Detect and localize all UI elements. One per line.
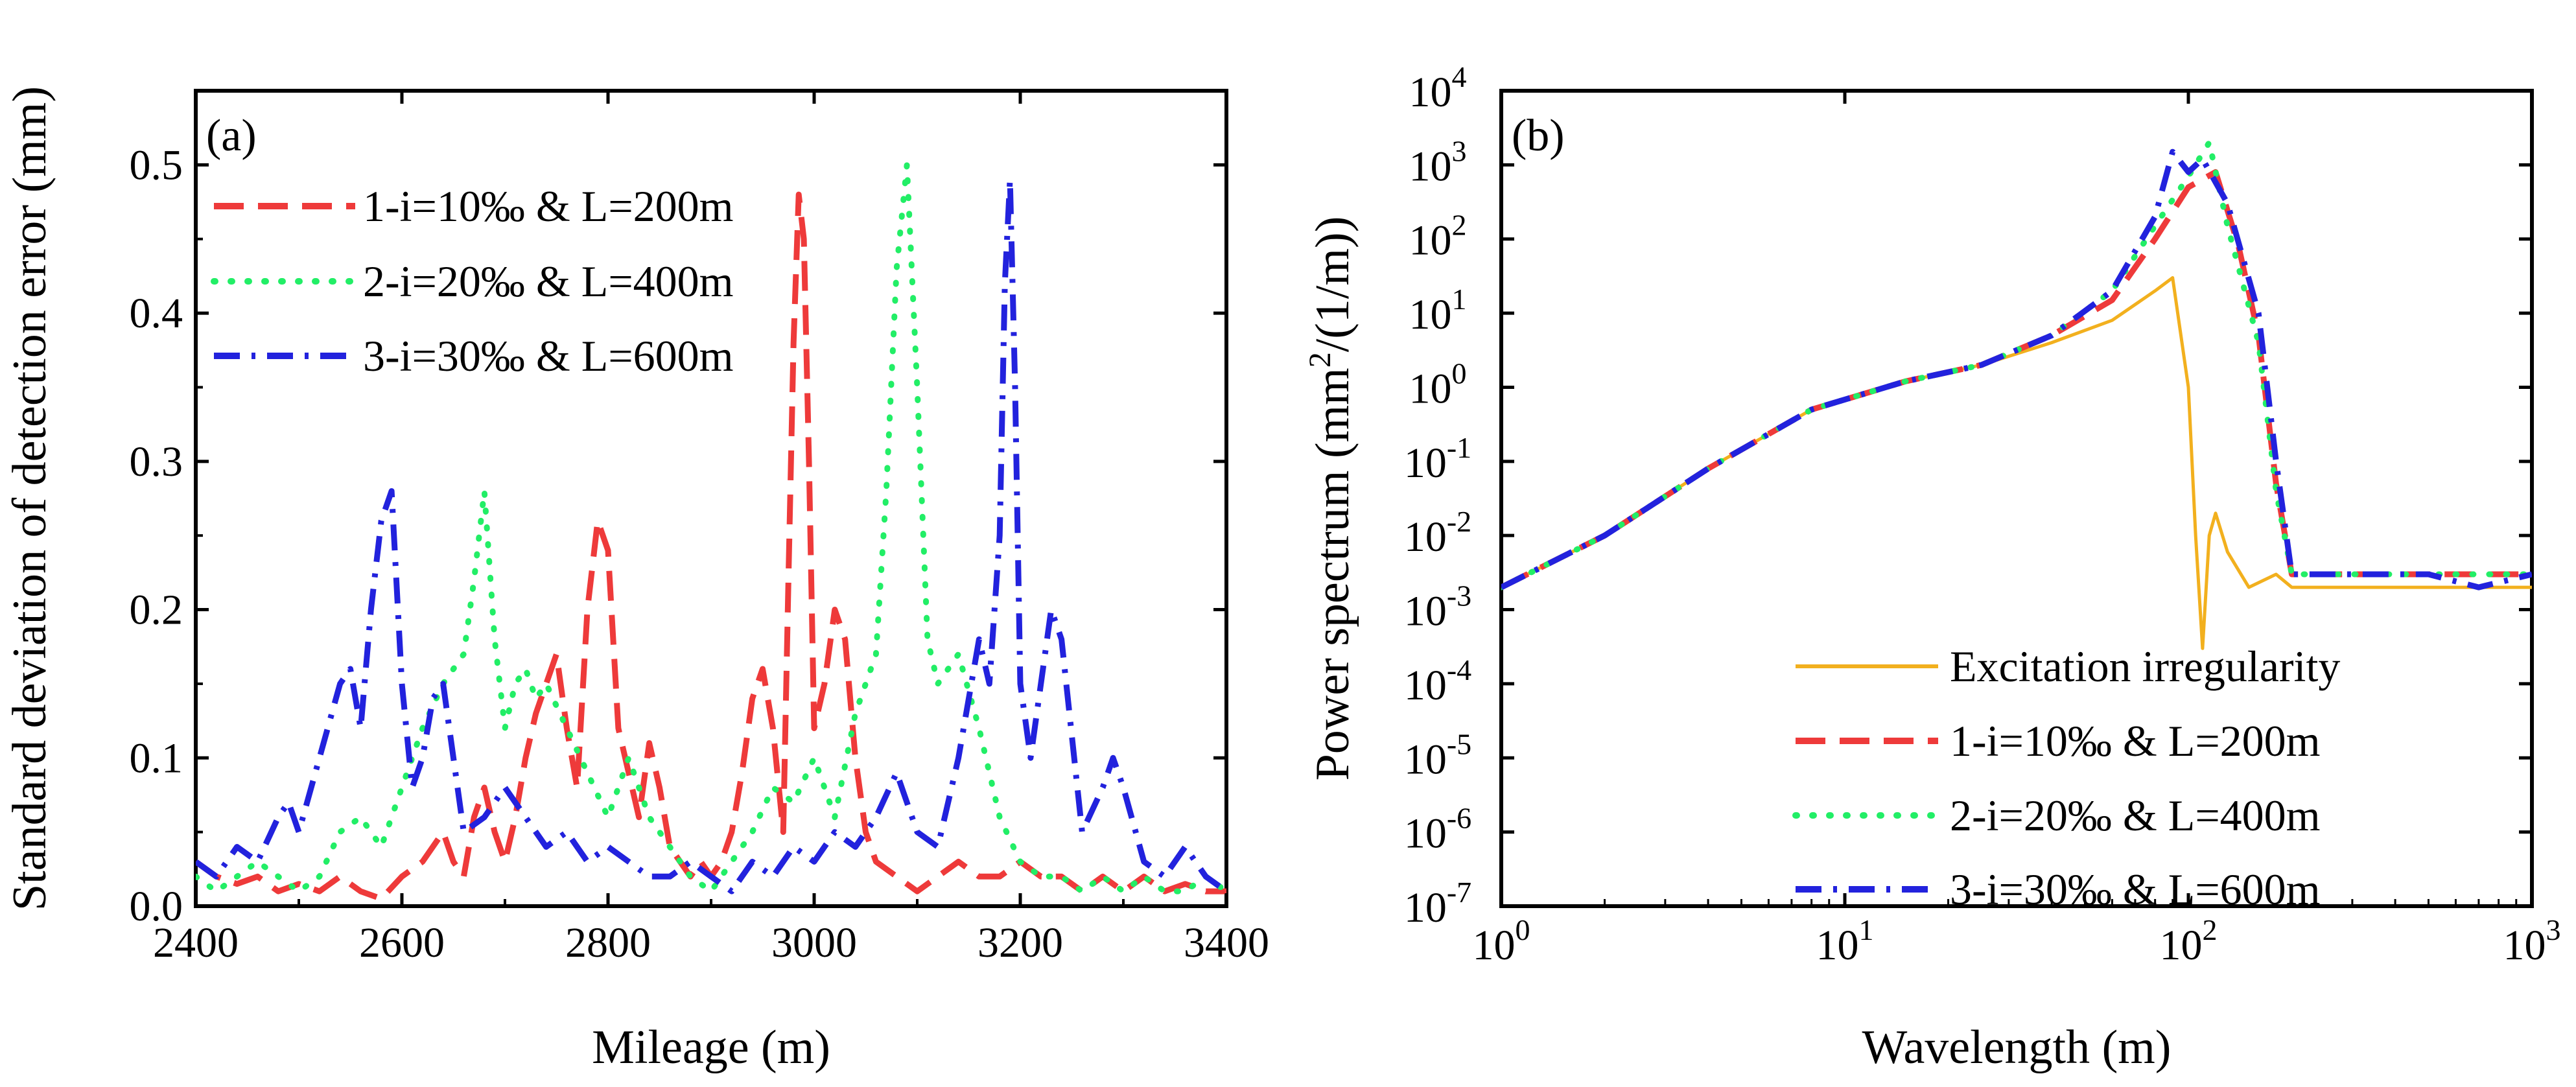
chart-a-series (196, 161, 1226, 902)
chart-b-x-tick-label: 103 (2503, 913, 2561, 969)
chart-b-x-tick-label: 100 (1473, 913, 1530, 969)
chart-a-legend-label-1: 1-i=10‰ & L=200m (363, 181, 734, 231)
chart-a-series-line-3 (196, 176, 1226, 894)
chart-b-y-tick-label: 103 (1409, 134, 1467, 190)
chart-b-x-tick-label: 101 (1816, 913, 1874, 969)
chart-b-legend-item: Excitation irregularity (1796, 642, 2340, 691)
chart-b-series-line-4 (1501, 148, 2532, 590)
chart-b-y-axis-label: Power spectrum (mm2/(1/m)) (1303, 216, 1359, 781)
chart-a-x-ticks: 2400 2600 2800 3000 3200 3400 (153, 91, 1269, 966)
chart-b-legend-item: 3-i=30‰ & L=600m (1796, 865, 2321, 914)
chart-a-y-tick-label: 0.2 (130, 587, 183, 634)
chart-b-x-ticks: 100 101 102 103 (1473, 91, 2561, 969)
chart-a-series-line-1 (196, 191, 1226, 902)
chart-b-y-axis-label-rest: /(1/m)) (1306, 216, 1359, 353)
chart-b-y-tick-label: 10-5 (1404, 727, 1471, 783)
chart-b-series (1501, 139, 2532, 650)
chart-a-series-line-2 (196, 161, 1226, 894)
chart-b-y-ticks: 10-7 10-6 10-5 10-4 10-3 10-2 10-1 100 101 102 103… (1404, 60, 2532, 931)
chart-a-y-axis-label: Standard deviation of detection error (m… (3, 86, 56, 911)
chart-b-legend-item: 2-i=20‰ & L=400m (1792, 791, 2321, 840)
chart-a-legend-label-2: 2-i=20‰ & L=400m (363, 257, 734, 306)
chart-a-y-ticks: 0.0 0.1 0.2 0.3 0.4 0.5 (130, 89, 1226, 930)
chart-b-y-tick-label: 104 (1409, 60, 1467, 116)
chart-b-y-tick-label: 10-2 (1404, 505, 1471, 561)
chart-a-x-tick-label: 3000 (771, 919, 857, 966)
chart-a-legend: 1-i=10‰ & L=200m 2-i=20‰ & L=400m 3-i=30… (211, 181, 734, 380)
chart-b-y-tick-label: 10-7 (1404, 876, 1471, 931)
chart-a-x-axis-label: Mileage (m) (592, 1021, 830, 1074)
chart-a-x-tick-label: 2400 (153, 919, 239, 966)
chart-b-panel-label: (b) (1512, 111, 1565, 161)
chart-b-series-line-1 (1501, 276, 2532, 650)
chart-a-y-tick-label: 0.1 (130, 734, 183, 782)
chart-b: 100 101 102 103 10-710-610-510-410-310-210-… (1303, 60, 2561, 1074)
chart-a-y-tick-label: 0.5 (130, 141, 183, 189)
chart-b-frame (1499, 89, 2534, 908)
chart-b-y-tick-label: 100 (1409, 356, 1467, 412)
chart-a-y-tick-label: 0.4 (130, 290, 183, 337)
chart-a-panel-label: (a) (206, 111, 257, 161)
chart-a: 2400 2600 2800 3000 3200 3400 0.0 0.1 0.2 0.3 0.4… (3, 86, 1269, 1074)
chart-a-y-tick-label: 0.0 (130, 883, 183, 930)
chart-a-legend-item: 1-i=10‰ & L=200m (214, 181, 734, 231)
chart-b-y-tick-label: 10-6 (1404, 802, 1471, 858)
chart-b-y-tick-label: 10-3 (1404, 579, 1471, 635)
chart-b-legend-item: 1-i=10‰ & L=200m (1796, 716, 2321, 766)
chart-a-legend-item: 2-i=20‰ & L=400m (211, 257, 734, 306)
chart-b-x-axis-label: Wavelength (m) (1862, 1021, 2172, 1074)
chart-a-x-tick-label: 2600 (359, 919, 445, 966)
chart-b-y-tick-label: 10-4 (1404, 653, 1471, 709)
chart-b-series-line-3 (1501, 139, 2532, 590)
chart-b-legend-label-3: 2-i=20‰ & L=400m (1950, 791, 2321, 840)
chart-b-legend-label-2: 1-i=10‰ & L=200m (1950, 716, 2321, 766)
chart-a-legend-label-3: 3-i=30‰ & L=600m (363, 331, 734, 380)
chart-b-legend-label-1: Excitation irregularity (1950, 642, 2340, 691)
chart-b-legend: Excitation irregularity 1-i=10‰ & L=200m… (1792, 642, 2340, 914)
chart-a-x-tick-label: 3400 (1184, 919, 1269, 966)
chart-a-x-tick-label: 3200 (978, 919, 1063, 966)
chart-a-x-tick-label: 2800 (565, 919, 651, 966)
chart-b-y-axis-label-sup: 2 (1303, 352, 1337, 368)
chart-b-y-axis-label-main: Power spectrum (mm (1306, 368, 1359, 780)
chart-b-y-tick-label: 101 (1409, 283, 1467, 338)
chart-a-legend-item: 3-i=30‰ & L=600m (214, 331, 734, 380)
chart-b-x-tick-label: 102 (2160, 913, 2218, 969)
chart-b-y-tick-label: 102 (1409, 209, 1467, 264)
chart-b-y-tick-label: 10-1 (1404, 431, 1471, 487)
chart-b-series-line-2 (1501, 169, 2532, 590)
chart-a-y-tick-label: 0.3 (130, 438, 183, 485)
chart-b-legend-label-4: 3-i=30‰ & L=600m (1950, 865, 2321, 914)
